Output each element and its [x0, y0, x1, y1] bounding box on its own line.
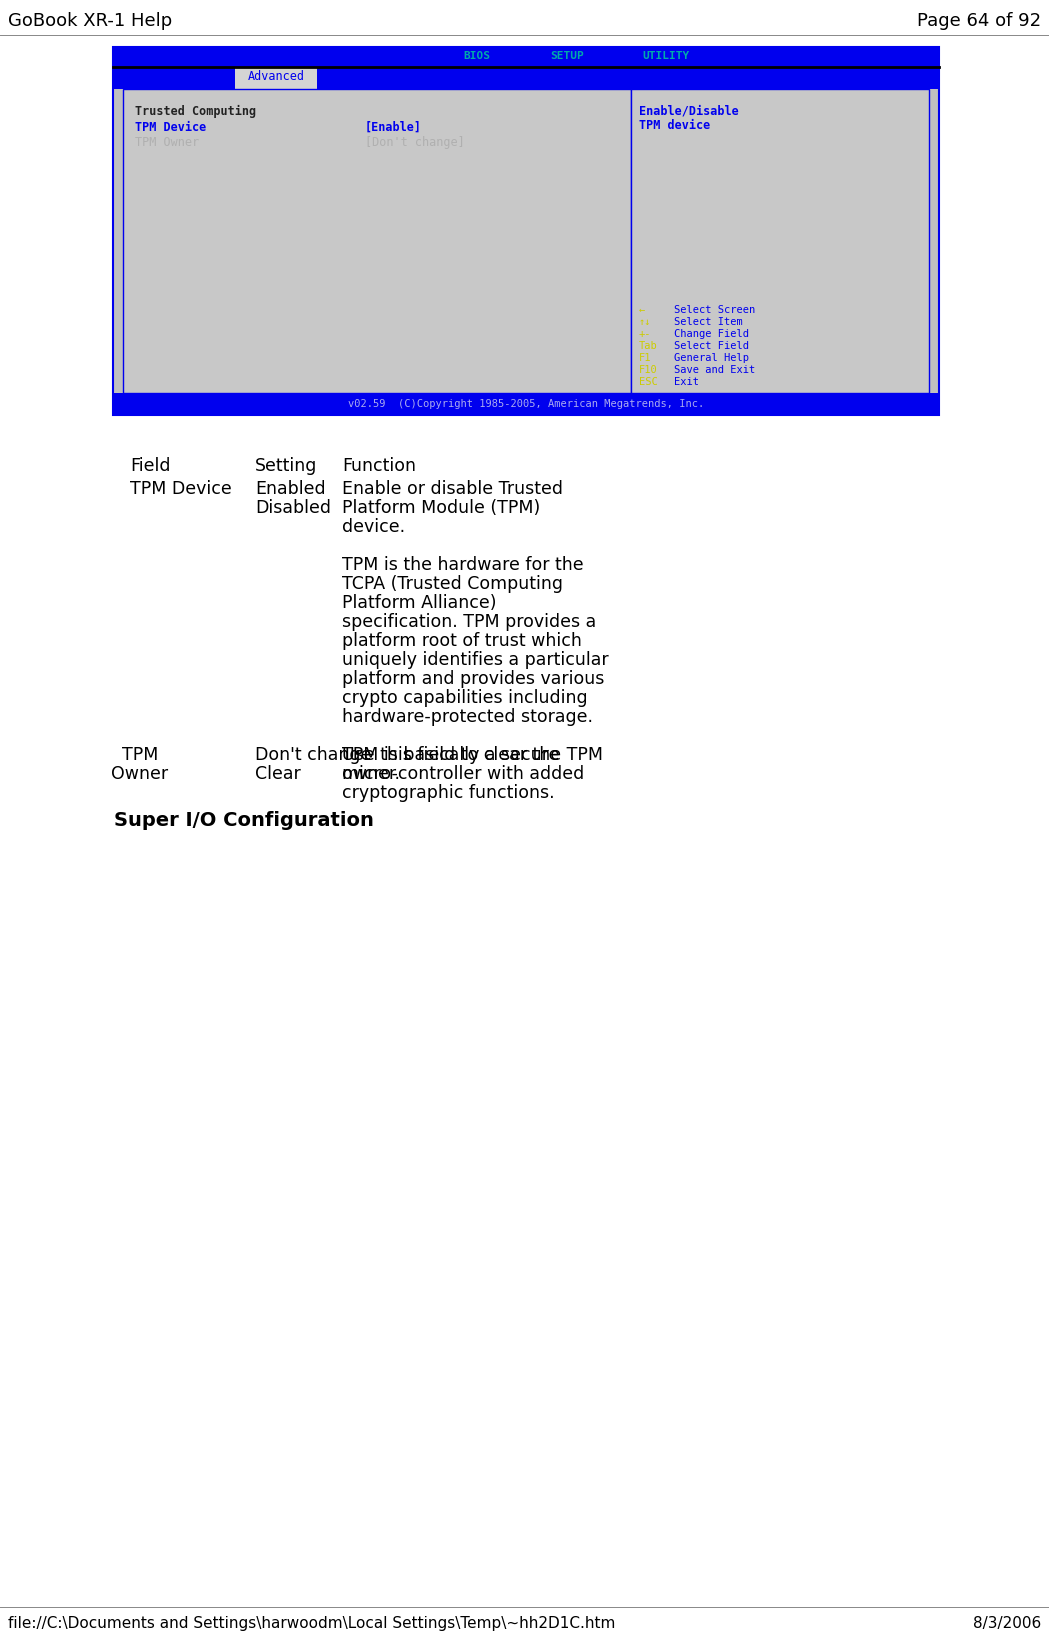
- Text: Save and Exit: Save and Exit: [675, 365, 755, 375]
- Text: ↑↓: ↑↓: [639, 317, 651, 327]
- Text: TPM is basically a secure: TPM is basically a secure: [342, 746, 559, 764]
- Text: [Enable]: [Enable]: [365, 122, 422, 135]
- Text: ESC: ESC: [639, 376, 658, 386]
- Text: cryptographic functions.: cryptographic functions.: [342, 784, 555, 802]
- Text: micro-controller with added: micro-controller with added: [342, 764, 584, 783]
- Text: TPM Owner: TPM Owner: [135, 136, 199, 150]
- Text: crypto capabilities including: crypto capabilities including: [342, 689, 587, 707]
- Text: Use this field to clear the TPM: Use this field to clear the TPM: [342, 746, 603, 764]
- Text: Exit: Exit: [675, 376, 699, 386]
- Text: GoBook XR-1 Help: GoBook XR-1 Help: [8, 12, 172, 30]
- Text: Field: Field: [130, 457, 171, 475]
- Bar: [113, 48, 939, 414]
- Text: Super I/O Configuration: Super I/O Configuration: [114, 810, 373, 830]
- Text: SETUP: SETUP: [551, 51, 584, 61]
- Text: Clear: Clear: [255, 764, 301, 783]
- Text: v02.59  (C)Copyright 1985-2005, American Megatrends, Inc.: v02.59 (C)Copyright 1985-2005, American …: [348, 399, 704, 409]
- Text: Advanced: Advanced: [248, 71, 304, 84]
- Text: ←: ←: [639, 306, 645, 316]
- Text: Enable or disable Trusted: Enable or disable Trusted: [342, 480, 563, 498]
- Text: F1: F1: [639, 353, 651, 363]
- Text: Tab: Tab: [639, 340, 658, 352]
- Text: file://C:\Documents and Settings\harwoodm\Local Settings\Temp\~hh2D1C.htm: file://C:\Documents and Settings\harwood…: [8, 1616, 616, 1631]
- Text: TPM: TPM: [122, 746, 158, 764]
- Text: General Help: General Help: [675, 353, 749, 363]
- Text: TPM Device: TPM Device: [130, 480, 232, 498]
- Text: TPM is the hardware for the: TPM is the hardware for the: [342, 556, 583, 574]
- Text: uniquely identifies a particular: uniquely identifies a particular: [342, 651, 608, 669]
- Text: [Don't change]: [Don't change]: [365, 136, 465, 150]
- Bar: [113, 393, 939, 414]
- Text: +-: +-: [639, 329, 651, 339]
- Bar: [631, 89, 929, 393]
- Text: Select Field: Select Field: [675, 340, 749, 352]
- Text: TCPA (Trusted Computing: TCPA (Trusted Computing: [342, 575, 563, 593]
- Text: Enabled: Enabled: [255, 480, 325, 498]
- Text: Owner: Owner: [111, 764, 169, 783]
- Text: Trusted Computing: Trusted Computing: [135, 105, 256, 118]
- Text: UTILITY: UTILITY: [643, 51, 690, 61]
- Text: F10: F10: [639, 365, 658, 375]
- Text: Select Item: Select Item: [675, 317, 743, 327]
- Bar: [113, 48, 939, 67]
- Text: TPM device: TPM device: [639, 118, 710, 132]
- Bar: [113, 67, 939, 89]
- Text: Function: Function: [342, 457, 416, 475]
- Text: Platform Module (TPM): Platform Module (TPM): [342, 500, 540, 516]
- Text: Page 64 of 92: Page 64 of 92: [917, 12, 1041, 30]
- Text: platform and provides various: platform and provides various: [342, 671, 604, 687]
- Text: BIOS: BIOS: [463, 51, 490, 61]
- Text: Disabled: Disabled: [255, 500, 331, 516]
- Text: Don't change: Don't change: [255, 746, 371, 764]
- Text: Setting: Setting: [255, 457, 318, 475]
- Text: Change Field: Change Field: [675, 329, 749, 339]
- Text: hardware-protected storage.: hardware-protected storage.: [342, 709, 593, 727]
- Text: Enable/Disable: Enable/Disable: [639, 105, 738, 118]
- Bar: [235, 67, 317, 89]
- Text: device.: device.: [342, 518, 405, 536]
- Bar: [123, 89, 631, 393]
- Text: owner.: owner.: [342, 764, 400, 783]
- Text: platform root of trust which: platform root of trust which: [342, 631, 582, 649]
- Text: Platform Alliance): Platform Alliance): [342, 593, 496, 612]
- Text: TPM Device: TPM Device: [135, 122, 207, 135]
- Text: Select Screen: Select Screen: [675, 306, 755, 316]
- Text: specification. TPM provides a: specification. TPM provides a: [342, 613, 596, 631]
- Text: 8/3/2006: 8/3/2006: [972, 1616, 1041, 1631]
